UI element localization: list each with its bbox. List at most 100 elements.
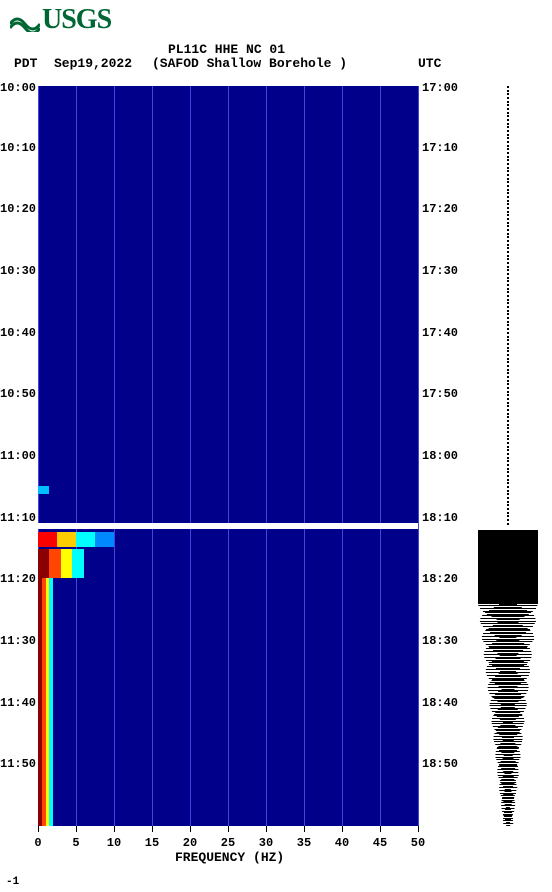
- seismogram-sample: [507, 479, 509, 481]
- station-description: (SAFOD Shallow Borehole ): [152, 56, 347, 71]
- x-tick: 25: [221, 836, 235, 850]
- seismogram-sample: [507, 497, 509, 499]
- seismogram-sample: [507, 196, 509, 198]
- seismogram-sample: [507, 442, 509, 444]
- seismogram-sample: [507, 336, 509, 338]
- y-tick-left: 11:30: [0, 634, 36, 648]
- y-tick-right: 18:10: [422, 511, 458, 525]
- seismogram-sample: [507, 115, 509, 117]
- seismogram-sample: [507, 302, 509, 304]
- seismogram-sample: [507, 148, 509, 150]
- spectrogram-energy: [72, 549, 83, 579]
- spectrogram-gridline: [190, 86, 191, 826]
- spectrogram-data-gap: [38, 523, 418, 529]
- seismogram-sample: [507, 471, 509, 473]
- y-tick-right: 17:50: [422, 387, 458, 401]
- seismogram-sample: [507, 438, 509, 440]
- spectrogram-energy: [38, 486, 49, 495]
- seismogram-sample: [507, 310, 509, 312]
- y-tick-left: 10:50: [0, 387, 36, 401]
- seismogram-sample: [507, 427, 509, 429]
- seismogram-sample: [507, 291, 509, 293]
- station-code-line: PL11C HHE NC 01: [168, 42, 285, 57]
- seismogram-sample: [507, 240, 509, 242]
- seismogram-sample: [507, 262, 509, 264]
- seismogram-event-block: [478, 530, 538, 604]
- seismogram-sample: [507, 324, 509, 326]
- seismogram-sample: [507, 156, 509, 158]
- seismogram-sample: [507, 299, 509, 301]
- seismogram-sample: [507, 339, 509, 341]
- seismogram-sample: [507, 280, 509, 282]
- seismogram-sample: [507, 108, 509, 110]
- seismogram-sample: [507, 163, 509, 165]
- seismogram-sample: [507, 328, 509, 330]
- seismogram-sample: [507, 269, 509, 271]
- seismogram-sample: [507, 130, 509, 132]
- seismogram-sample: [507, 233, 509, 235]
- x-axis-label: FREQUENCY (HZ): [175, 850, 284, 865]
- y-tick-right: 18:20: [422, 572, 458, 586]
- spectrogram-energy: [61, 549, 72, 579]
- spectrogram-energy: [76, 532, 95, 547]
- seismogram-sample: [507, 358, 509, 360]
- seismogram-sample: [507, 174, 509, 176]
- seismogram-sample: [507, 519, 509, 521]
- seismogram-sample: [507, 90, 509, 92]
- x-tick-mark: [228, 826, 229, 832]
- spectrogram-gridline: [304, 86, 305, 826]
- seismogram-sample: [507, 501, 509, 503]
- x-tick: 5: [72, 836, 79, 850]
- spectrogram-energy: [57, 532, 76, 547]
- seismogram-sample: [506, 825, 510, 826]
- x-tick-mark: [190, 826, 191, 832]
- y-tick-right: 17:10: [422, 141, 458, 155]
- spectrogram-energy: [49, 549, 60, 579]
- seismogram-sample: [507, 119, 509, 121]
- spectrogram-plot: [38, 86, 418, 826]
- seismogram-sample: [507, 380, 509, 382]
- seismogram-sample: [507, 416, 509, 418]
- seismogram-sample: [507, 86, 509, 88]
- seismogram-sample: [507, 178, 509, 180]
- seismogram-sample: [507, 372, 509, 374]
- spectrogram-gridline: [228, 86, 229, 826]
- seismogram-sample: [507, 218, 509, 220]
- seismogram-sample: [507, 207, 509, 209]
- seismogram-sample: [507, 152, 509, 154]
- seismogram-sample: [507, 236, 509, 238]
- seismogram-trace: [478, 86, 538, 826]
- y-tick-left: 11:40: [0, 696, 36, 710]
- x-tick-mark: [114, 826, 115, 832]
- left-timezone-label: PDT: [14, 56, 37, 71]
- x-tick: 10: [107, 836, 121, 850]
- seismogram-sample: [507, 523, 509, 525]
- seismogram-sample: [507, 134, 509, 136]
- spectrogram-gridline: [380, 86, 381, 826]
- x-tick-mark: [266, 826, 267, 832]
- spectrogram-gridline: [152, 86, 153, 826]
- seismogram-sample: [507, 229, 509, 231]
- seismogram-sample: [507, 137, 509, 139]
- x-tick-mark: [76, 826, 77, 832]
- seismogram-sample: [507, 273, 509, 275]
- seismogram-sample: [507, 258, 509, 260]
- x-tick: 35: [297, 836, 311, 850]
- seismogram-sample: [507, 97, 509, 99]
- seismogram-sample: [507, 145, 509, 147]
- seismogram-sample: [507, 508, 509, 510]
- spectrogram-energy: [95, 532, 114, 547]
- x-tick-mark: [304, 826, 305, 832]
- y-tick-left: 11:20: [0, 572, 36, 586]
- spectrogram-energy: [38, 532, 57, 547]
- seismogram-sample: [507, 457, 509, 459]
- x-tick: 20: [183, 836, 197, 850]
- y-tick-left: 11:50: [0, 757, 36, 771]
- seismogram-sample: [507, 420, 509, 422]
- spectrogram-energy: [38, 549, 49, 579]
- y-tick-right: 17:30: [422, 264, 458, 278]
- y-tick-left: 10:10: [0, 141, 36, 155]
- seismogram-sample: [507, 332, 509, 334]
- x-tick: 50: [411, 836, 425, 850]
- seismogram-sample: [507, 482, 509, 484]
